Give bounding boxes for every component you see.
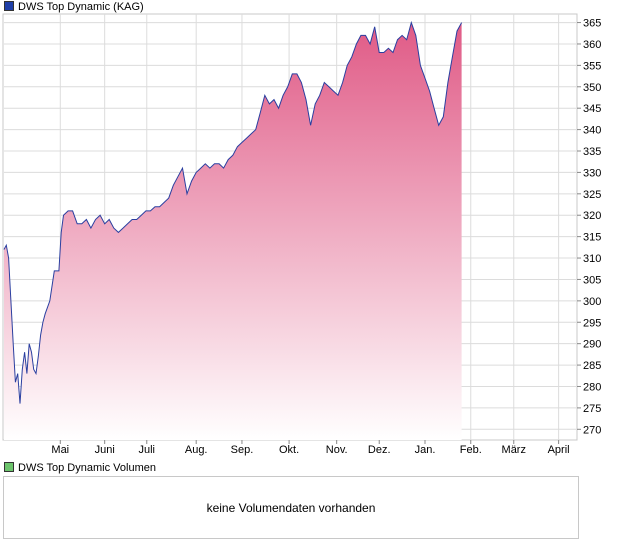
y-tick-label: 320: [583, 210, 601, 222]
y-tick-label: 350: [583, 82, 601, 94]
x-tick-label: Dez.: [368, 444, 391, 456]
y-tick-label: 275: [583, 403, 601, 415]
price-area: [4, 22, 462, 440]
y-tick-label: 295: [583, 317, 601, 329]
x-tick-label: Sep.: [231, 444, 254, 456]
x-tick-label: Juli: [139, 444, 156, 456]
volume-legend: DWS Top Dynamic Volumen: [4, 461, 156, 475]
no-volume-message: keine Volumendaten vorhanden: [206, 501, 376, 515]
y-tick-label: 330: [583, 167, 601, 179]
x-tick-label: April: [548, 444, 570, 456]
y-tick-label: 305: [583, 274, 601, 286]
y-tick-label: 285: [583, 360, 601, 372]
y-tick-label: 310: [583, 253, 601, 265]
y-tick-label: 340: [583, 125, 601, 137]
volume-legend-label: DWS Top Dynamic Volumen: [18, 462, 156, 474]
x-tick-label: Feb.: [460, 444, 482, 456]
x-axis-ticks: Mai Juni Juli Aug. Sep. Okt. Nov. Dez. Jan. Feb. M…: [51, 440, 570, 456]
y-axis-ticks: 270 275 280 285 290 295 300 305 310 315 320 325 330 3…: [577, 18, 601, 436]
y-tick-label: 355: [583, 60, 601, 72]
x-tick-label: März: [502, 444, 526, 456]
x-tick-label: Aug.: [185, 444, 208, 456]
y-tick-label: 335: [583, 146, 601, 158]
price-line: [3, 20, 463, 404]
y-tick-label: 290: [583, 339, 601, 351]
y-tick-label: 325: [583, 189, 601, 201]
main-legend-label: DWS Top Dynamic (KAG): [18, 1, 144, 13]
x-tick-label: Jan.: [415, 444, 436, 456]
x-tick-label: Okt.: [279, 444, 299, 456]
main-legend-swatch: [4, 1, 14, 11]
volume-legend-swatch: [4, 462, 14, 472]
y-tick-label: 315: [583, 232, 601, 244]
main-legend: DWS Top Dynamic (KAG): [4, 0, 144, 14]
y-tick-label: 365: [583, 18, 601, 30]
price-chart: 270 275 280 285 290 295 300 305 310 315 320 325 330 3…: [2, 13, 601, 456]
x-tick-label: Mai: [51, 444, 69, 456]
y-tick-label: 270: [583, 424, 601, 436]
x-tick-label: Juni: [95, 444, 115, 456]
y-tick-label: 360: [583, 39, 601, 51]
volume-panel: keine Volumendaten vorhanden: [3, 476, 579, 539]
x-tick-label: Nov.: [326, 444, 348, 456]
y-tick-label: 345: [583, 103, 601, 115]
y-tick-label: 280: [583, 381, 601, 393]
y-tick-label: 300: [583, 296, 601, 308]
